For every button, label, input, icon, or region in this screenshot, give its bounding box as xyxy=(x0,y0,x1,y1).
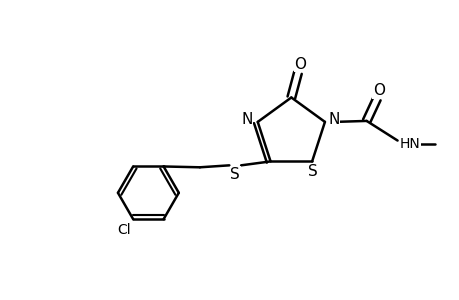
Text: O: O xyxy=(294,56,306,71)
Text: N: N xyxy=(241,112,252,127)
Text: S: S xyxy=(230,167,240,182)
Text: O: O xyxy=(372,83,384,98)
Text: Cl: Cl xyxy=(117,223,131,237)
Text: S: S xyxy=(308,164,317,179)
Text: HN: HN xyxy=(399,137,420,152)
Text: N: N xyxy=(327,112,339,127)
